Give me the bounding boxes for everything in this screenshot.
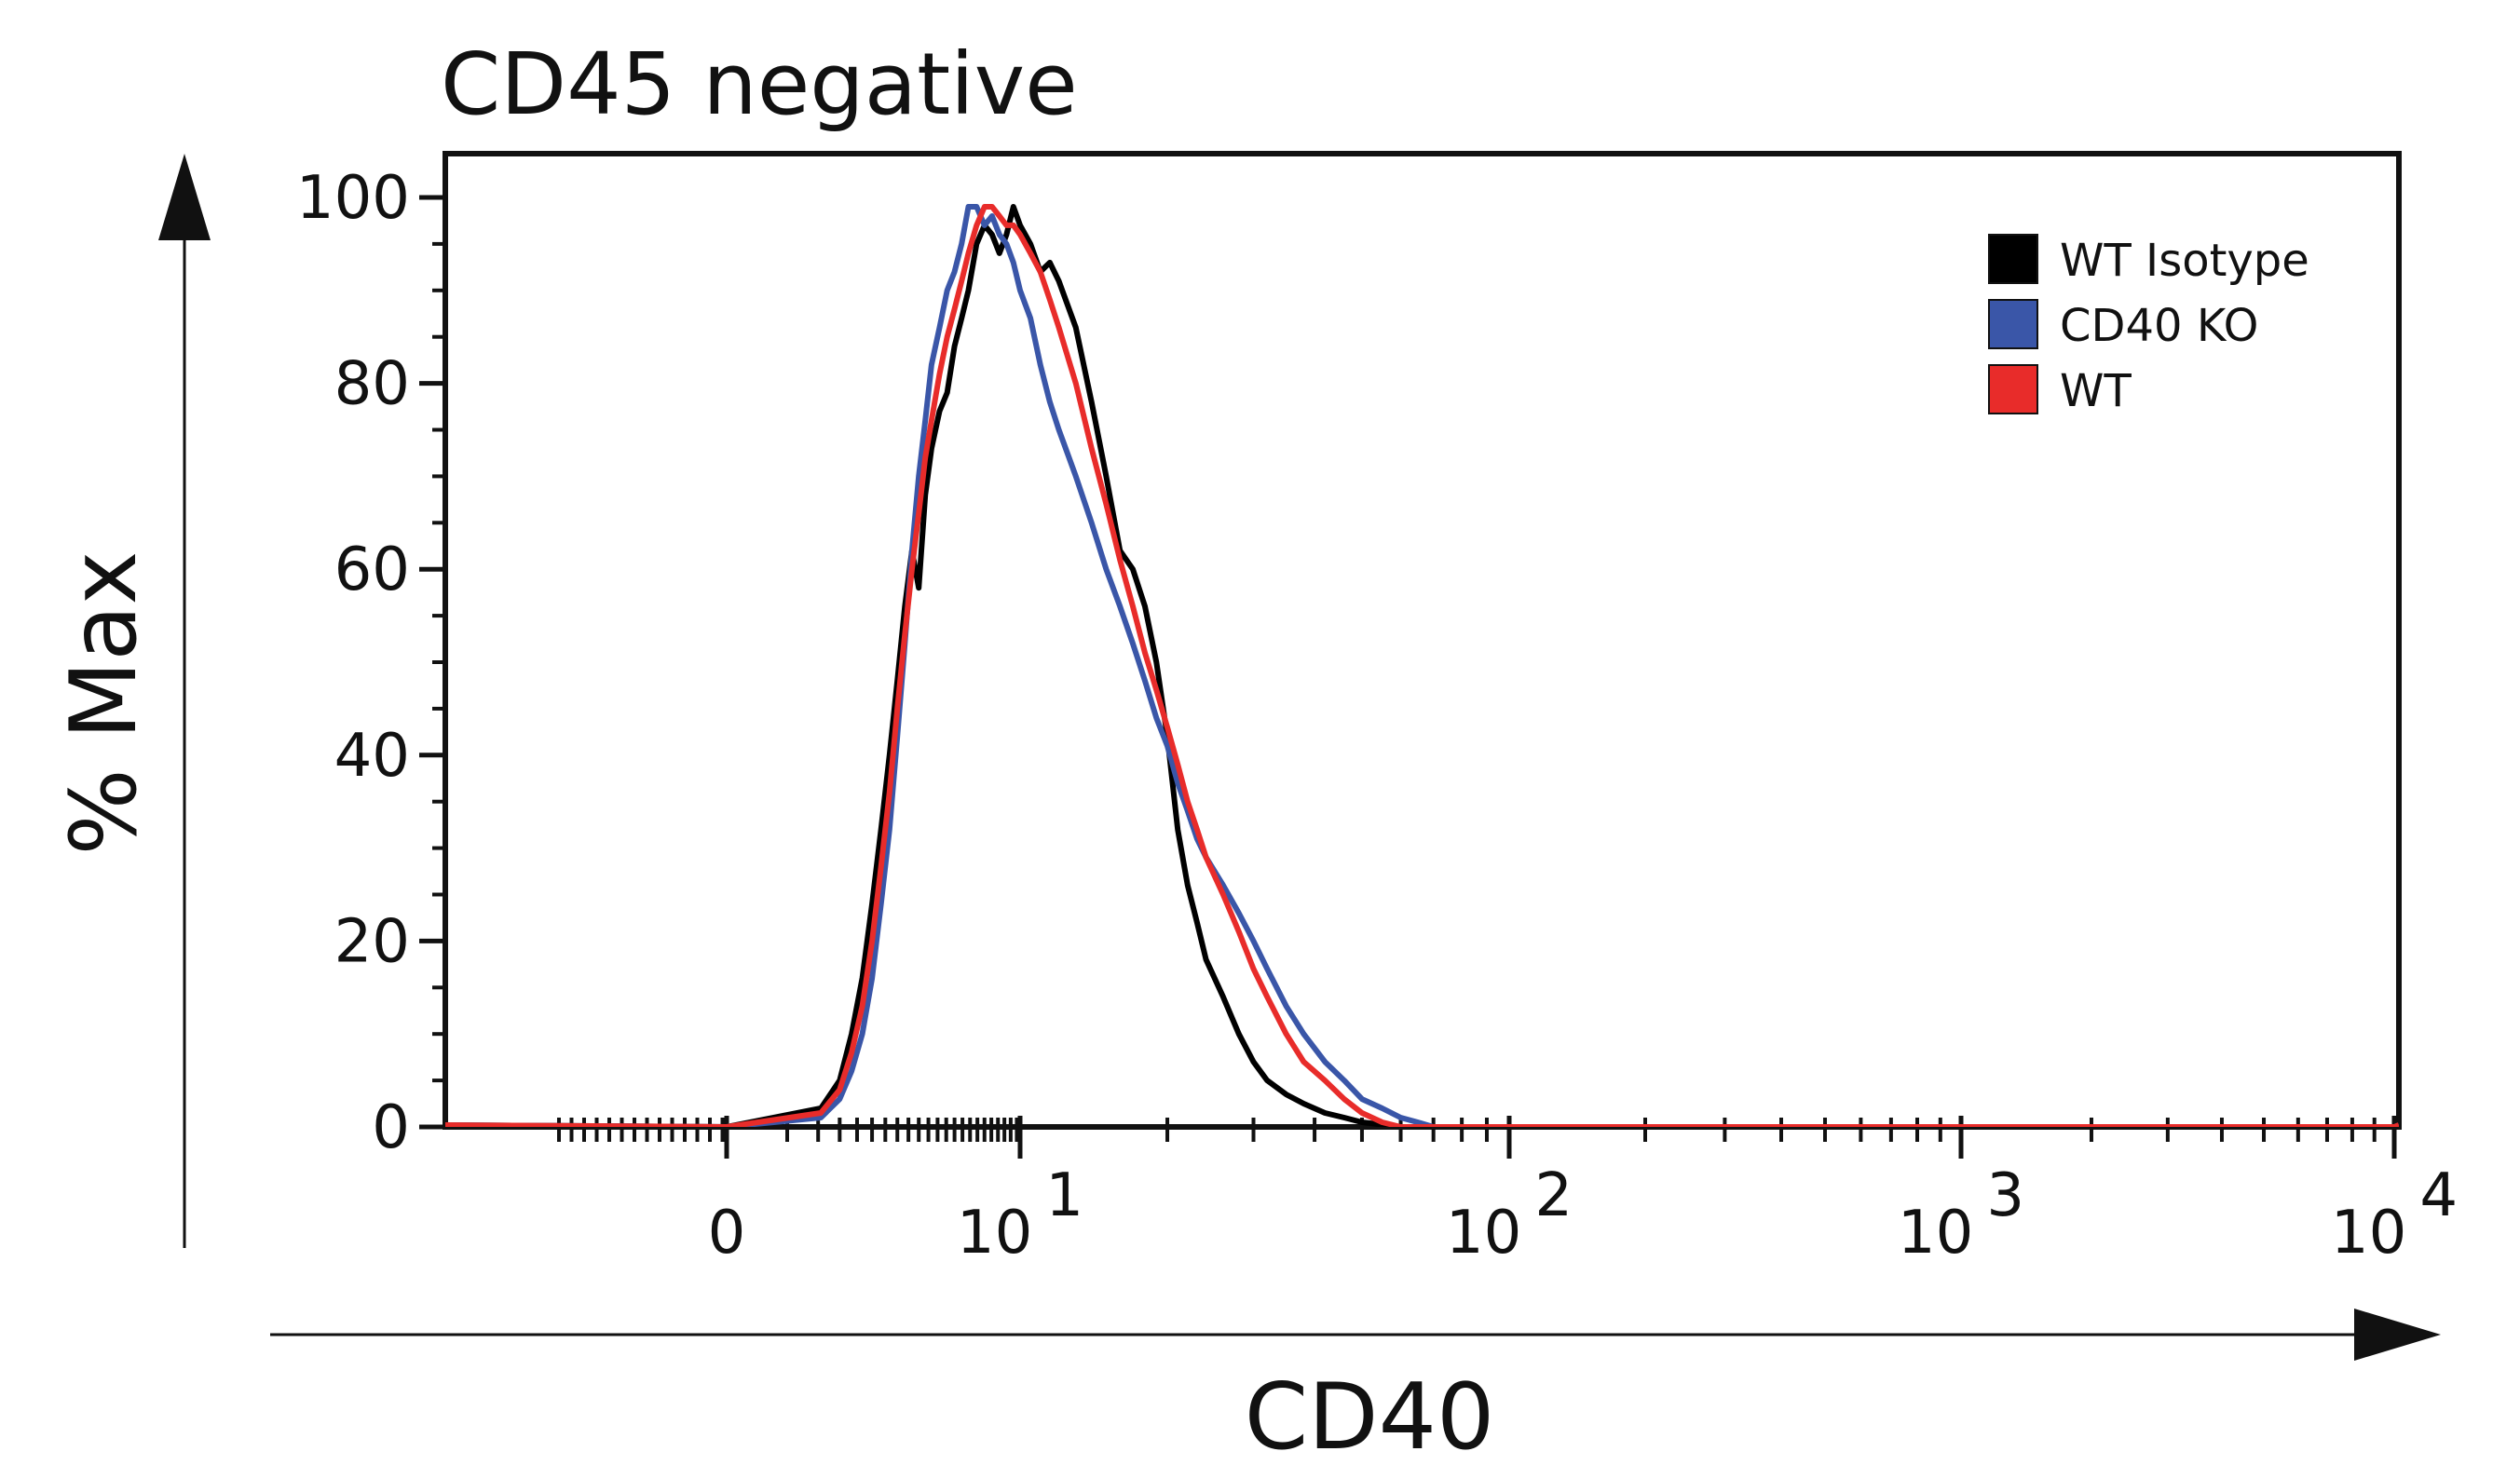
y-tick-label: 60	[334, 536, 410, 604]
x-tick-label: 104	[2331, 1161, 2458, 1268]
x-axis-ticks: 0 101 102 103 104	[557, 1116, 2458, 1268]
y-tick-label: 40	[334, 722, 410, 791]
y-tick-label: 100	[296, 164, 410, 233]
x-tick-label: 101	[957, 1161, 1083, 1268]
y-tick-label: 20	[334, 907, 410, 976]
x-axis-arrow	[270, 1309, 2441, 1361]
y-tick-label: 0	[372, 1093, 410, 1162]
x-tick-label: 0	[708, 1199, 746, 1268]
x-axis-label: CD40	[1245, 1364, 1495, 1465]
chart-title: CD45 negative	[441, 34, 1078, 134]
legend-label: CD40 KO	[2060, 300, 2258, 352]
legend-label: WT	[2060, 365, 2132, 417]
legend: WT Isotype CD40 KO WT	[1988, 234, 2309, 417]
legend-label: WT Isotype	[2060, 235, 2309, 287]
y-axis-label: % Max	[51, 551, 157, 856]
y-axis-ticks: 0 20 40 60 80 100	[296, 164, 445, 1162]
y-tick-label: 80	[334, 350, 410, 419]
legend-swatch	[1988, 234, 2038, 284]
series-line-wt	[445, 204, 2399, 1127]
y-axis-arrow	[158, 154, 211, 1248]
x-tick-label: 103	[1898, 1161, 2024, 1268]
legend-swatch	[1988, 299, 2038, 349]
x-tick-label: 102	[1446, 1161, 1573, 1268]
legend-swatch	[1988, 364, 2038, 414]
series-layer	[445, 204, 2399, 1127]
